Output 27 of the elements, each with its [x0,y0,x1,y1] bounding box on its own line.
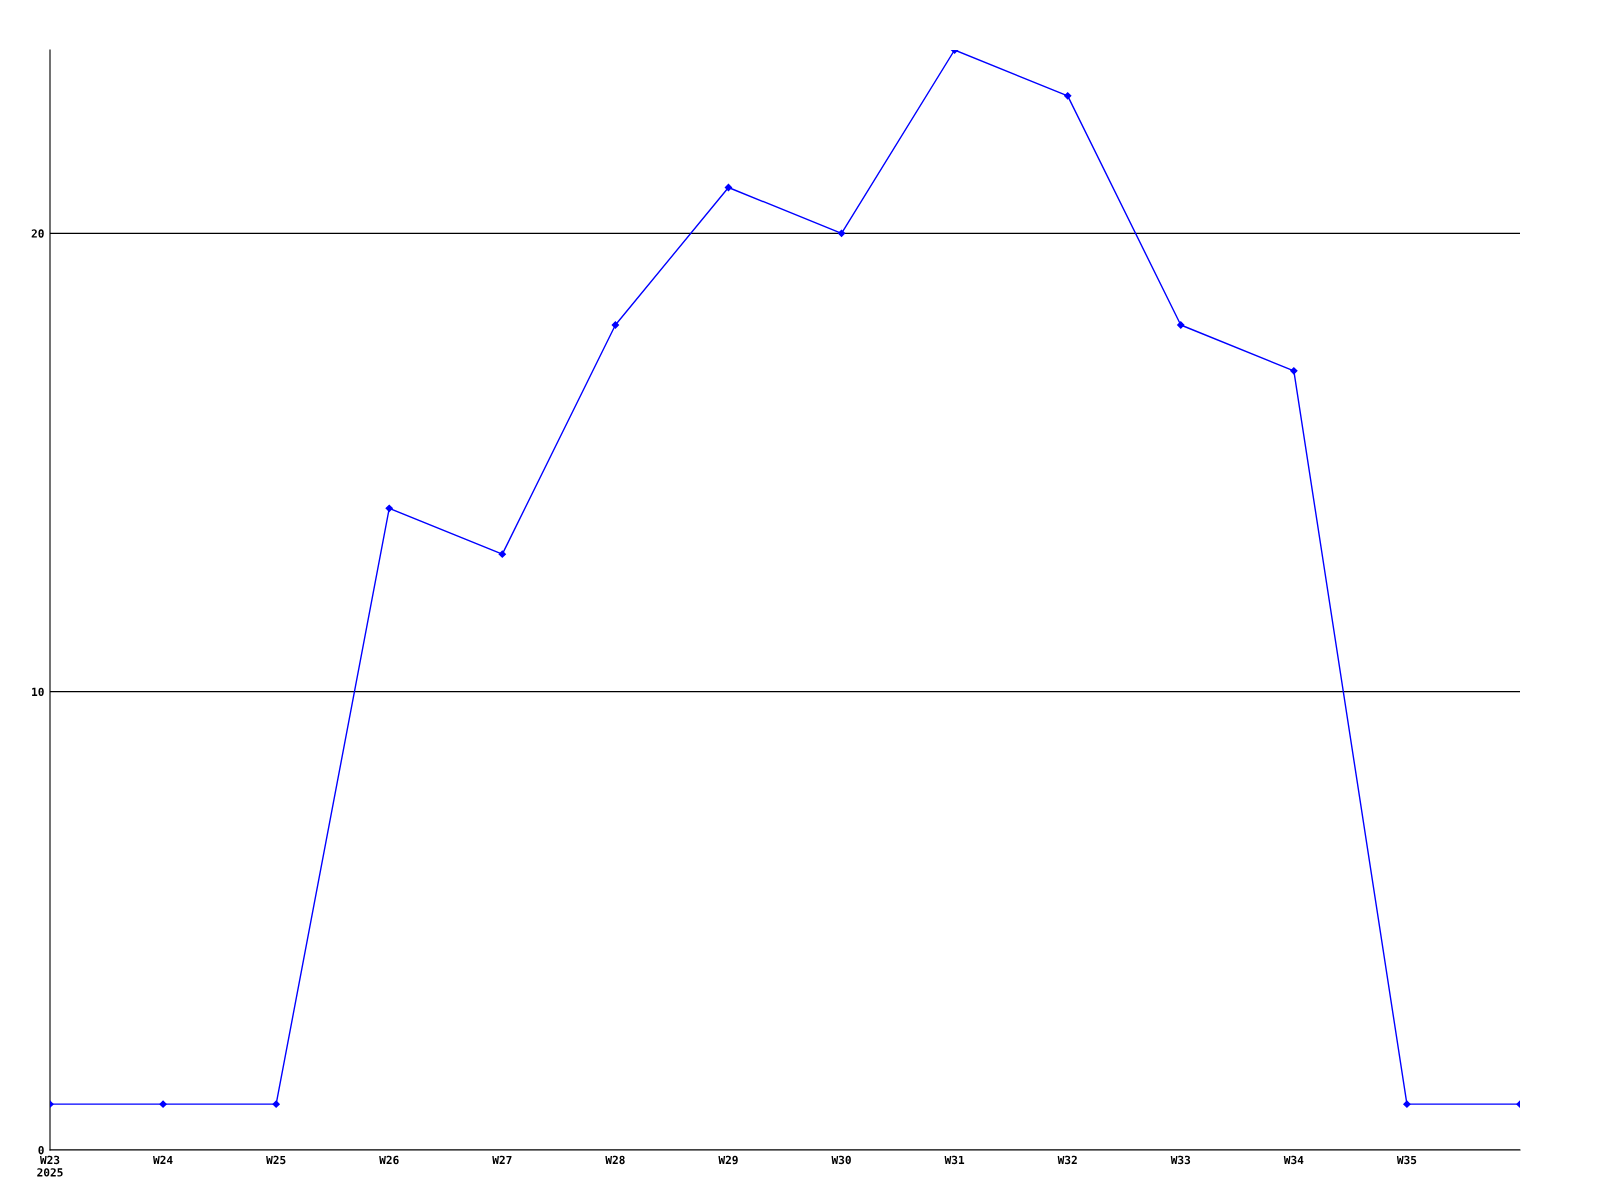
x-tick-label: W34 [1283,1155,1304,1165]
x-tick-label: W33 [1170,1155,1191,1165]
x-tick-label: W23 2025 [37,1155,63,1177]
point [1290,367,1298,375]
x-tick-label: W29 [718,1155,738,1165]
x-tick-label: W32 [1057,1155,1077,1165]
x-tick-label: W30 [831,1155,851,1165]
point [498,550,506,558]
point [837,229,846,237]
point [611,321,620,329]
x-tick-label: W28 [605,1155,625,1165]
x-tick-label: W35 [1396,1155,1417,1165]
point [1064,92,1072,100]
x-tick-label: W25 [266,1155,286,1165]
y-tick-label: 10 [32,687,44,697]
x-tick-label: W26 [379,1155,399,1165]
point [1403,1100,1411,1108]
x-tick-label: W24 [153,1155,173,1164]
point [272,1100,280,1108]
point [159,1100,167,1108]
y-tick-label: 20 [31,229,44,238]
x-tick-label: W27 [492,1155,512,1164]
x-tick-label: W31 [944,1155,965,1165]
point [1177,321,1185,329]
y-tick-label: 0 [38,1145,44,1155]
line-series [50,50,1520,1108]
point [385,504,393,512]
